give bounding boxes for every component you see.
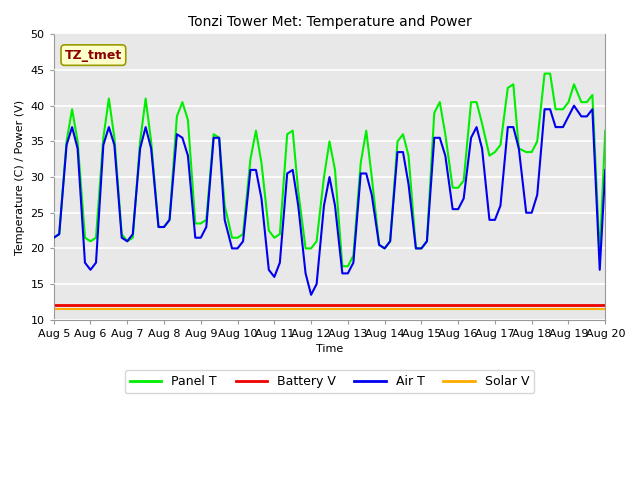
Text: TZ_tmet: TZ_tmet: [65, 48, 122, 61]
X-axis label: Time: Time: [316, 344, 343, 354]
Legend: Panel T, Battery V, Air T, Solar V: Panel T, Battery V, Air T, Solar V: [125, 371, 534, 394]
Y-axis label: Temperature (C) / Power (V): Temperature (C) / Power (V): [15, 99, 25, 254]
Title: Tonzi Tower Met: Temperature and Power: Tonzi Tower Met: Temperature and Power: [188, 15, 471, 29]
